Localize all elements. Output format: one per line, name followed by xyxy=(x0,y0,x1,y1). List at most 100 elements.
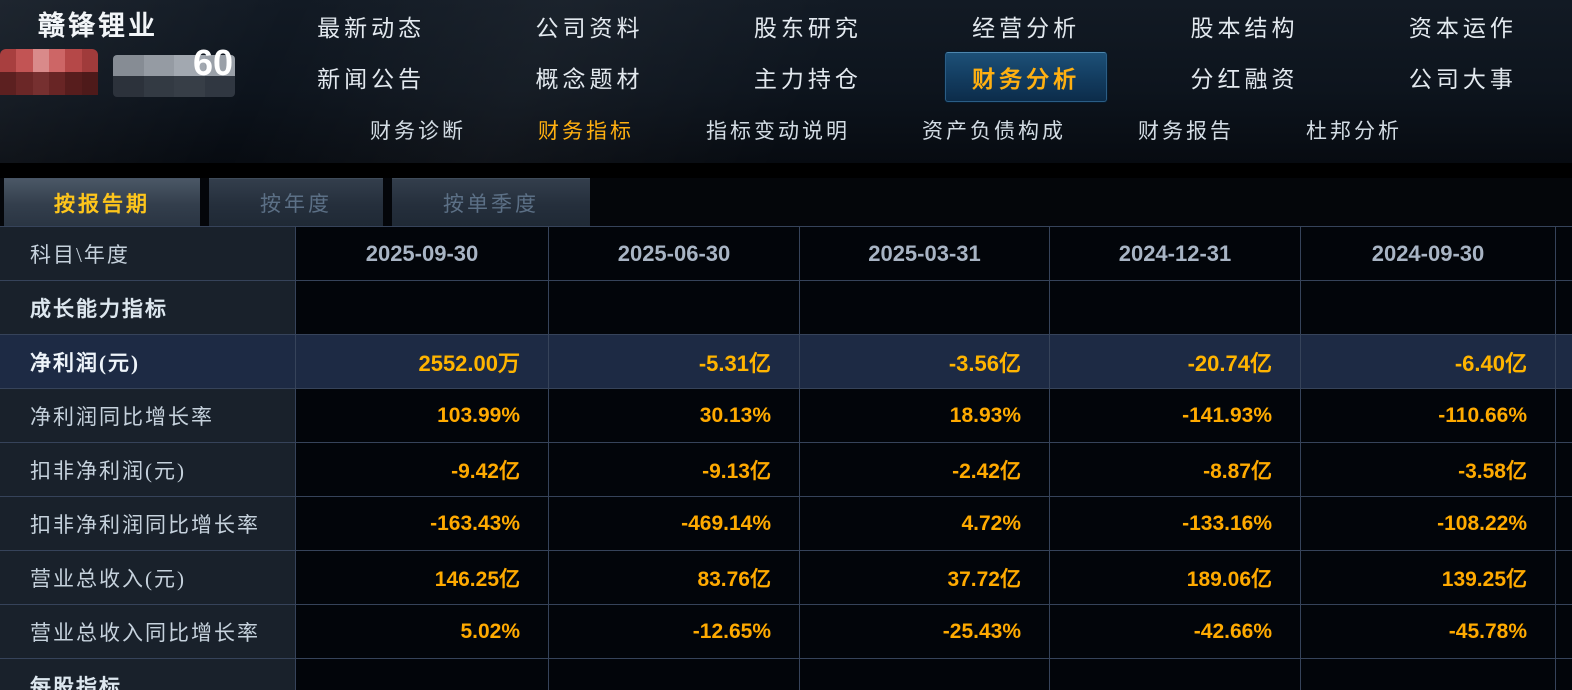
cell-value: -6.40亿 xyxy=(1301,335,1556,388)
cell-value: -141.93% xyxy=(1050,389,1301,442)
cell-value: -110.66% xyxy=(1301,389,1556,442)
tab-by-single-quarter[interactable]: 按单季度 xyxy=(392,178,590,226)
cell-value: -9.42亿 xyxy=(296,443,549,496)
column-header: 2024-09-30 xyxy=(1301,227,1556,280)
financial-indicators-table: 科目\年度 2025-09-30 2025-06-30 2025-03-31 2… xyxy=(0,226,1572,690)
cell-value xyxy=(549,281,800,334)
cell-value: 189.06亿 xyxy=(1050,551,1301,604)
nav-item-company-events[interactable]: 公司大事 xyxy=(1408,66,1517,92)
subnav-item-financial-indicators[interactable]: 财务指标 xyxy=(538,119,634,143)
tab-by-year[interactable]: 按年度 xyxy=(209,178,383,226)
cell-value: -163.43% xyxy=(296,497,549,550)
subnav-item-financial-diagnosis[interactable]: 财务诊断 xyxy=(370,119,466,143)
nav-item-company-profile[interactable]: 公司资料 xyxy=(535,15,644,41)
nav-item-operation-analysis[interactable]: 经营分析 xyxy=(972,15,1081,41)
cell-value: 139.25亿 xyxy=(1301,551,1556,604)
nav-item-shareholder-research[interactable]: 股东研究 xyxy=(753,15,862,41)
corner-header: 科目\年度 xyxy=(0,227,296,280)
cell-value xyxy=(1301,281,1556,334)
cell-value: -2.42亿 xyxy=(800,443,1050,496)
cell-value: 30.13% xyxy=(549,389,800,442)
table-row-net-profit-yoy[interactable]: 净利润同比增长率 103.99% 30.13% 18.93% -141.93% … xyxy=(0,389,1572,443)
row-label: 扣非净利润同比增长率 xyxy=(0,497,296,550)
table-edge-sliver xyxy=(1556,281,1572,334)
cell-value xyxy=(1050,659,1301,690)
cell-value: 18.93% xyxy=(800,389,1050,442)
nav-item-capital-operation[interactable]: 资本运作 xyxy=(1408,15,1517,41)
cell-value: -3.58亿 xyxy=(1301,443,1556,496)
cell-value: 83.76亿 xyxy=(549,551,800,604)
table-header-row: 科目\年度 2025-09-30 2025-06-30 2025-03-31 2… xyxy=(0,227,1572,281)
table-edge-sliver xyxy=(1556,443,1572,496)
cell-value: -108.22% xyxy=(1301,497,1556,550)
subnav-item-financial-reports[interactable]: 财务报告 xyxy=(1138,119,1234,143)
cell-value: 37.72亿 xyxy=(800,551,1050,604)
table-edge-sliver xyxy=(1556,659,1572,690)
cell-value: -133.16% xyxy=(1050,497,1301,550)
table-row-deducted-net-profit-yoy[interactable]: 扣非净利润同比增长率 -163.43% -469.14% 4.72% -133.… xyxy=(0,497,1572,551)
cell-value: 2552.00万 xyxy=(296,335,549,388)
cell-value xyxy=(296,659,549,690)
main-nav: 最新动态 公司资料 股东研究 经营分析 股本结构 资本运作 新闻公告 概念题材 … xyxy=(262,0,1572,102)
cell-value: -9.13亿 xyxy=(549,443,800,496)
row-label: 营业总收入(元) xyxy=(0,551,296,604)
cell-value: 5.02% xyxy=(296,605,549,658)
row-label: 成长能力指标 xyxy=(0,281,296,334)
nav-item-main-holdings[interactable]: 主力持仓 xyxy=(753,66,862,92)
cell-value: -20.74亿 xyxy=(1050,335,1301,388)
nav-item-latest-news[interactable]: 最新动态 xyxy=(317,15,426,41)
stock-name: 赣锋锂业 xyxy=(38,11,158,41)
nav-item-announcements[interactable]: 新闻公告 xyxy=(317,66,426,92)
nav-item-dividend-financing[interactable]: 分红融资 xyxy=(1190,66,1299,92)
table-edge-sliver xyxy=(1556,335,1572,388)
table-row-deducted-net-profit[interactable]: 扣非净利润(元) -9.42亿 -9.13亿 -2.42亿 -8.87亿 -3.… xyxy=(0,443,1572,497)
cell-value: -469.14% xyxy=(549,497,800,550)
redacted-stock-code-mosaic xyxy=(113,55,235,97)
sub-nav: 财务诊断 财务指标 指标变动说明 资产负债构成 财务报告 杜邦分析 xyxy=(370,102,1402,158)
cell-value: -12.65% xyxy=(549,605,800,658)
table-row-per-share-section[interactable]: 每股指标 xyxy=(0,659,1572,690)
column-header: 2025-03-31 xyxy=(800,227,1050,280)
cell-value xyxy=(1301,659,1556,690)
cell-value: 146.25亿 xyxy=(296,551,549,604)
cell-value xyxy=(549,659,800,690)
row-label: 净利润(元) xyxy=(0,335,296,388)
cell-value xyxy=(296,281,549,334)
table-row-growth-section[interactable]: 成长能力指标 xyxy=(0,281,1572,335)
cell-value: -8.87亿 xyxy=(1050,443,1301,496)
cell-value: -45.78% xyxy=(1301,605,1556,658)
top-header-band xyxy=(0,0,1572,163)
table-edge-sliver xyxy=(1556,227,1572,280)
table-edge-sliver xyxy=(1556,389,1572,442)
nav-item-financial-analysis[interactable]: 财务分析 xyxy=(945,51,1108,102)
stock-code-suffix: 60 xyxy=(193,42,234,83)
cell-value: 103.99% xyxy=(296,389,549,442)
table-row-total-revenue-yoy[interactable]: 营业总收入同比增长率 5.02% -12.65% -25.43% -42.66%… xyxy=(0,605,1572,659)
row-label: 扣非净利润(元) xyxy=(0,443,296,496)
cell-value: -42.66% xyxy=(1050,605,1301,658)
column-header: 2025-06-30 xyxy=(549,227,800,280)
cell-value: -3.56亿 xyxy=(800,335,1050,388)
cell-value xyxy=(800,659,1050,690)
cell-value xyxy=(1050,281,1301,334)
cell-value xyxy=(800,281,1050,334)
cell-value: -5.31亿 xyxy=(549,335,800,388)
table-row-net-profit[interactable]: 净利润(元) 2552.00万 -5.31亿 -3.56亿 -20.74亿 -6… xyxy=(0,335,1572,389)
table-edge-sliver xyxy=(1556,551,1572,604)
subnav-item-indicator-change-notes[interactable]: 指标变动说明 xyxy=(706,119,850,143)
table-edge-sliver xyxy=(1556,497,1572,550)
tab-by-report-period[interactable]: 按报告期 xyxy=(4,178,200,226)
table-edge-sliver xyxy=(1556,605,1572,658)
row-label: 每股指标 xyxy=(0,659,296,690)
row-label: 营业总收入同比增长率 xyxy=(0,605,296,658)
subnav-item-balance-sheet-composition[interactable]: 资产负债构成 xyxy=(922,119,1066,143)
cell-value: 4.72% xyxy=(800,497,1050,550)
redacted-price-mosaic xyxy=(0,49,98,95)
nav-item-equity-structure[interactable]: 股本结构 xyxy=(1190,15,1299,41)
table-row-total-revenue[interactable]: 营业总收入(元) 146.25亿 83.76亿 37.72亿 189.06亿 1… xyxy=(0,551,1572,605)
subnav-item-dupont-analysis[interactable]: 杜邦分析 xyxy=(1306,119,1402,143)
column-header: 2024-12-31 xyxy=(1050,227,1301,280)
nav-item-concept-themes[interactable]: 概念题材 xyxy=(535,66,644,92)
period-tabbar: 按报告期 按年度 按单季度 xyxy=(0,178,1572,226)
column-header: 2025-09-30 xyxy=(296,227,549,280)
